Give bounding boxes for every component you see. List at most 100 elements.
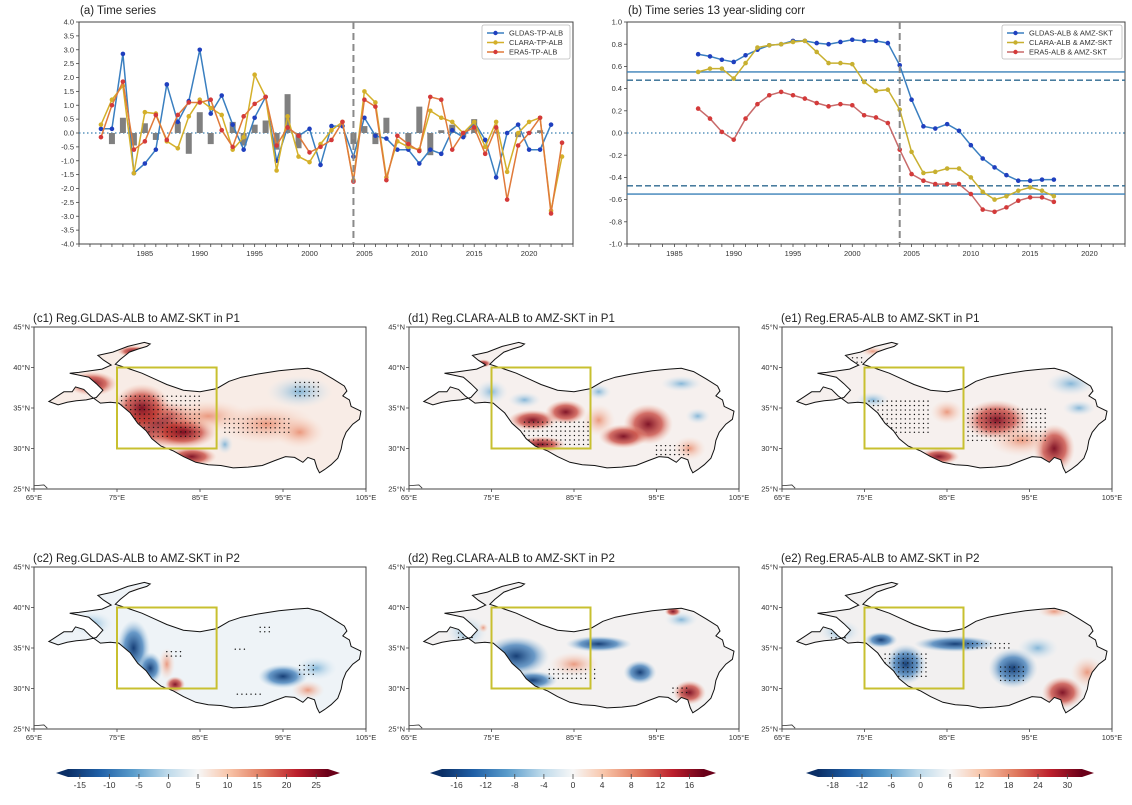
significance-dot bbox=[980, 435, 983, 437]
significance-dot bbox=[1008, 412, 1010, 415]
significance-dot bbox=[877, 409, 879, 411]
significance-dot bbox=[260, 431, 263, 433]
significance-dot bbox=[179, 655, 182, 657]
a-ytick-label: -4.0 bbox=[61, 240, 74, 249]
a-series-point-2 bbox=[406, 141, 411, 147]
significance-dot bbox=[157, 413, 159, 415]
significance-dot bbox=[171, 395, 173, 397]
map-anomaly-region bbox=[1070, 656, 1104, 689]
significance-dot bbox=[198, 408, 200, 411]
b-series-point-1 bbox=[1051, 193, 1057, 199]
significance-dot bbox=[976, 412, 978, 415]
significance-dot bbox=[152, 431, 155, 433]
a-series-point-0 bbox=[153, 147, 159, 152]
significance-dot bbox=[1009, 675, 1011, 677]
significance-dot bbox=[1030, 421, 1033, 424]
significance-dot bbox=[139, 404, 141, 406]
significance-dot bbox=[872, 422, 875, 425]
significance-dot bbox=[166, 655, 168, 657]
significance-dot bbox=[985, 642, 987, 645]
significance-dot bbox=[587, 430, 589, 432]
significance-dot bbox=[844, 628, 846, 630]
significance-dot bbox=[171, 404, 173, 406]
significance-dot bbox=[985, 421, 987, 424]
a-ytick-label: 0.5 bbox=[64, 115, 74, 124]
map-anomaly-region bbox=[860, 346, 886, 357]
significance-dot bbox=[999, 642, 1001, 645]
significance-dot bbox=[171, 435, 173, 438]
significance-dot bbox=[125, 431, 127, 433]
significance-dot bbox=[685, 687, 688, 689]
a-ytick-label: 2.0 bbox=[64, 73, 74, 82]
significance-dot bbox=[1008, 408, 1010, 410]
significance-dot bbox=[884, 653, 886, 655]
a-series-point-0 bbox=[449, 127, 455, 133]
colorbar-tick-label: 30 bbox=[1063, 780, 1073, 790]
significance-dot bbox=[161, 417, 164, 420]
map-anomaly-region bbox=[216, 434, 234, 455]
significance-dot bbox=[555, 434, 557, 437]
lon-tick-label: 65°E bbox=[401, 493, 417, 502]
significance-dot bbox=[913, 427, 916, 429]
significance-dot bbox=[587, 434, 589, 437]
significance-dot bbox=[528, 434, 530, 437]
significance-dot bbox=[247, 431, 249, 433]
significance-dot bbox=[994, 439, 996, 442]
significance-dot bbox=[856, 357, 858, 359]
significance-dot bbox=[125, 413, 127, 415]
significance-dot bbox=[967, 412, 969, 415]
b-series-point-1 bbox=[873, 88, 879, 94]
significance-dot bbox=[166, 395, 168, 397]
significance-dot bbox=[198, 404, 200, 406]
b-series-point-2 bbox=[921, 178, 926, 184]
significance-dot bbox=[868, 409, 870, 411]
significance-dot bbox=[916, 675, 918, 678]
significance-dot bbox=[148, 431, 150, 433]
significance-dot bbox=[528, 443, 530, 446]
b-series-point-0 bbox=[980, 156, 986, 161]
significance-dot bbox=[900, 409, 902, 411]
significance-dot bbox=[184, 408, 187, 411]
significance-dot bbox=[523, 439, 526, 441]
significance-dot bbox=[860, 361, 863, 363]
significance-dot bbox=[1018, 666, 1020, 668]
significance-dot bbox=[918, 427, 920, 429]
significance-dot bbox=[860, 357, 863, 359]
b-legend-label: ERA5-ALB & AMZ-SKT bbox=[1029, 48, 1107, 57]
significance-dot bbox=[907, 666, 909, 669]
a-xtick-label: 2020 bbox=[521, 249, 538, 258]
significance-dot bbox=[193, 435, 196, 438]
lat-tick-label: 30°N bbox=[13, 444, 30, 453]
a-bar bbox=[152, 133, 159, 140]
significance-dot bbox=[578, 434, 580, 437]
significance-dot bbox=[1021, 439, 1024, 442]
significance-dot bbox=[922, 413, 925, 416]
significance-dot bbox=[541, 421, 544, 423]
significance-dot bbox=[891, 422, 893, 425]
significance-dot bbox=[175, 408, 178, 411]
map-title-c2: (c2) Reg.GLDAS-ALB to AMZ-SKT in P2 bbox=[33, 553, 240, 565]
significance-dot bbox=[180, 395, 182, 397]
colorbar-tick-label: -6 bbox=[888, 780, 896, 790]
significance-dot bbox=[967, 647, 969, 649]
significance-dot bbox=[233, 427, 235, 429]
a-series-point-1 bbox=[449, 119, 455, 125]
b-series-point-1 bbox=[992, 197, 997, 202]
a-series-point-0 bbox=[384, 136, 389, 141]
significance-dot bbox=[148, 417, 150, 420]
significance-dot bbox=[877, 431, 879, 433]
significance-dot bbox=[580, 677, 582, 680]
b-series-point-0 bbox=[932, 126, 938, 131]
significance-dot bbox=[886, 427, 888, 429]
b-ytick-label: -0.8 bbox=[609, 217, 622, 226]
significance-dot bbox=[580, 668, 582, 671]
b-series-point-2 bbox=[766, 92, 772, 98]
significance-dot bbox=[139, 413, 141, 415]
lat-tick-label: 45°N bbox=[761, 563, 778, 572]
a-ytick-label: 3.5 bbox=[64, 31, 74, 40]
b-ytick-label: 0.0 bbox=[612, 129, 622, 138]
a-series-point-0 bbox=[482, 137, 488, 143]
a-ytick-label: 0.0 bbox=[64, 129, 74, 138]
significance-dot bbox=[247, 422, 249, 425]
lon-tick-label: 95°E bbox=[648, 493, 664, 502]
